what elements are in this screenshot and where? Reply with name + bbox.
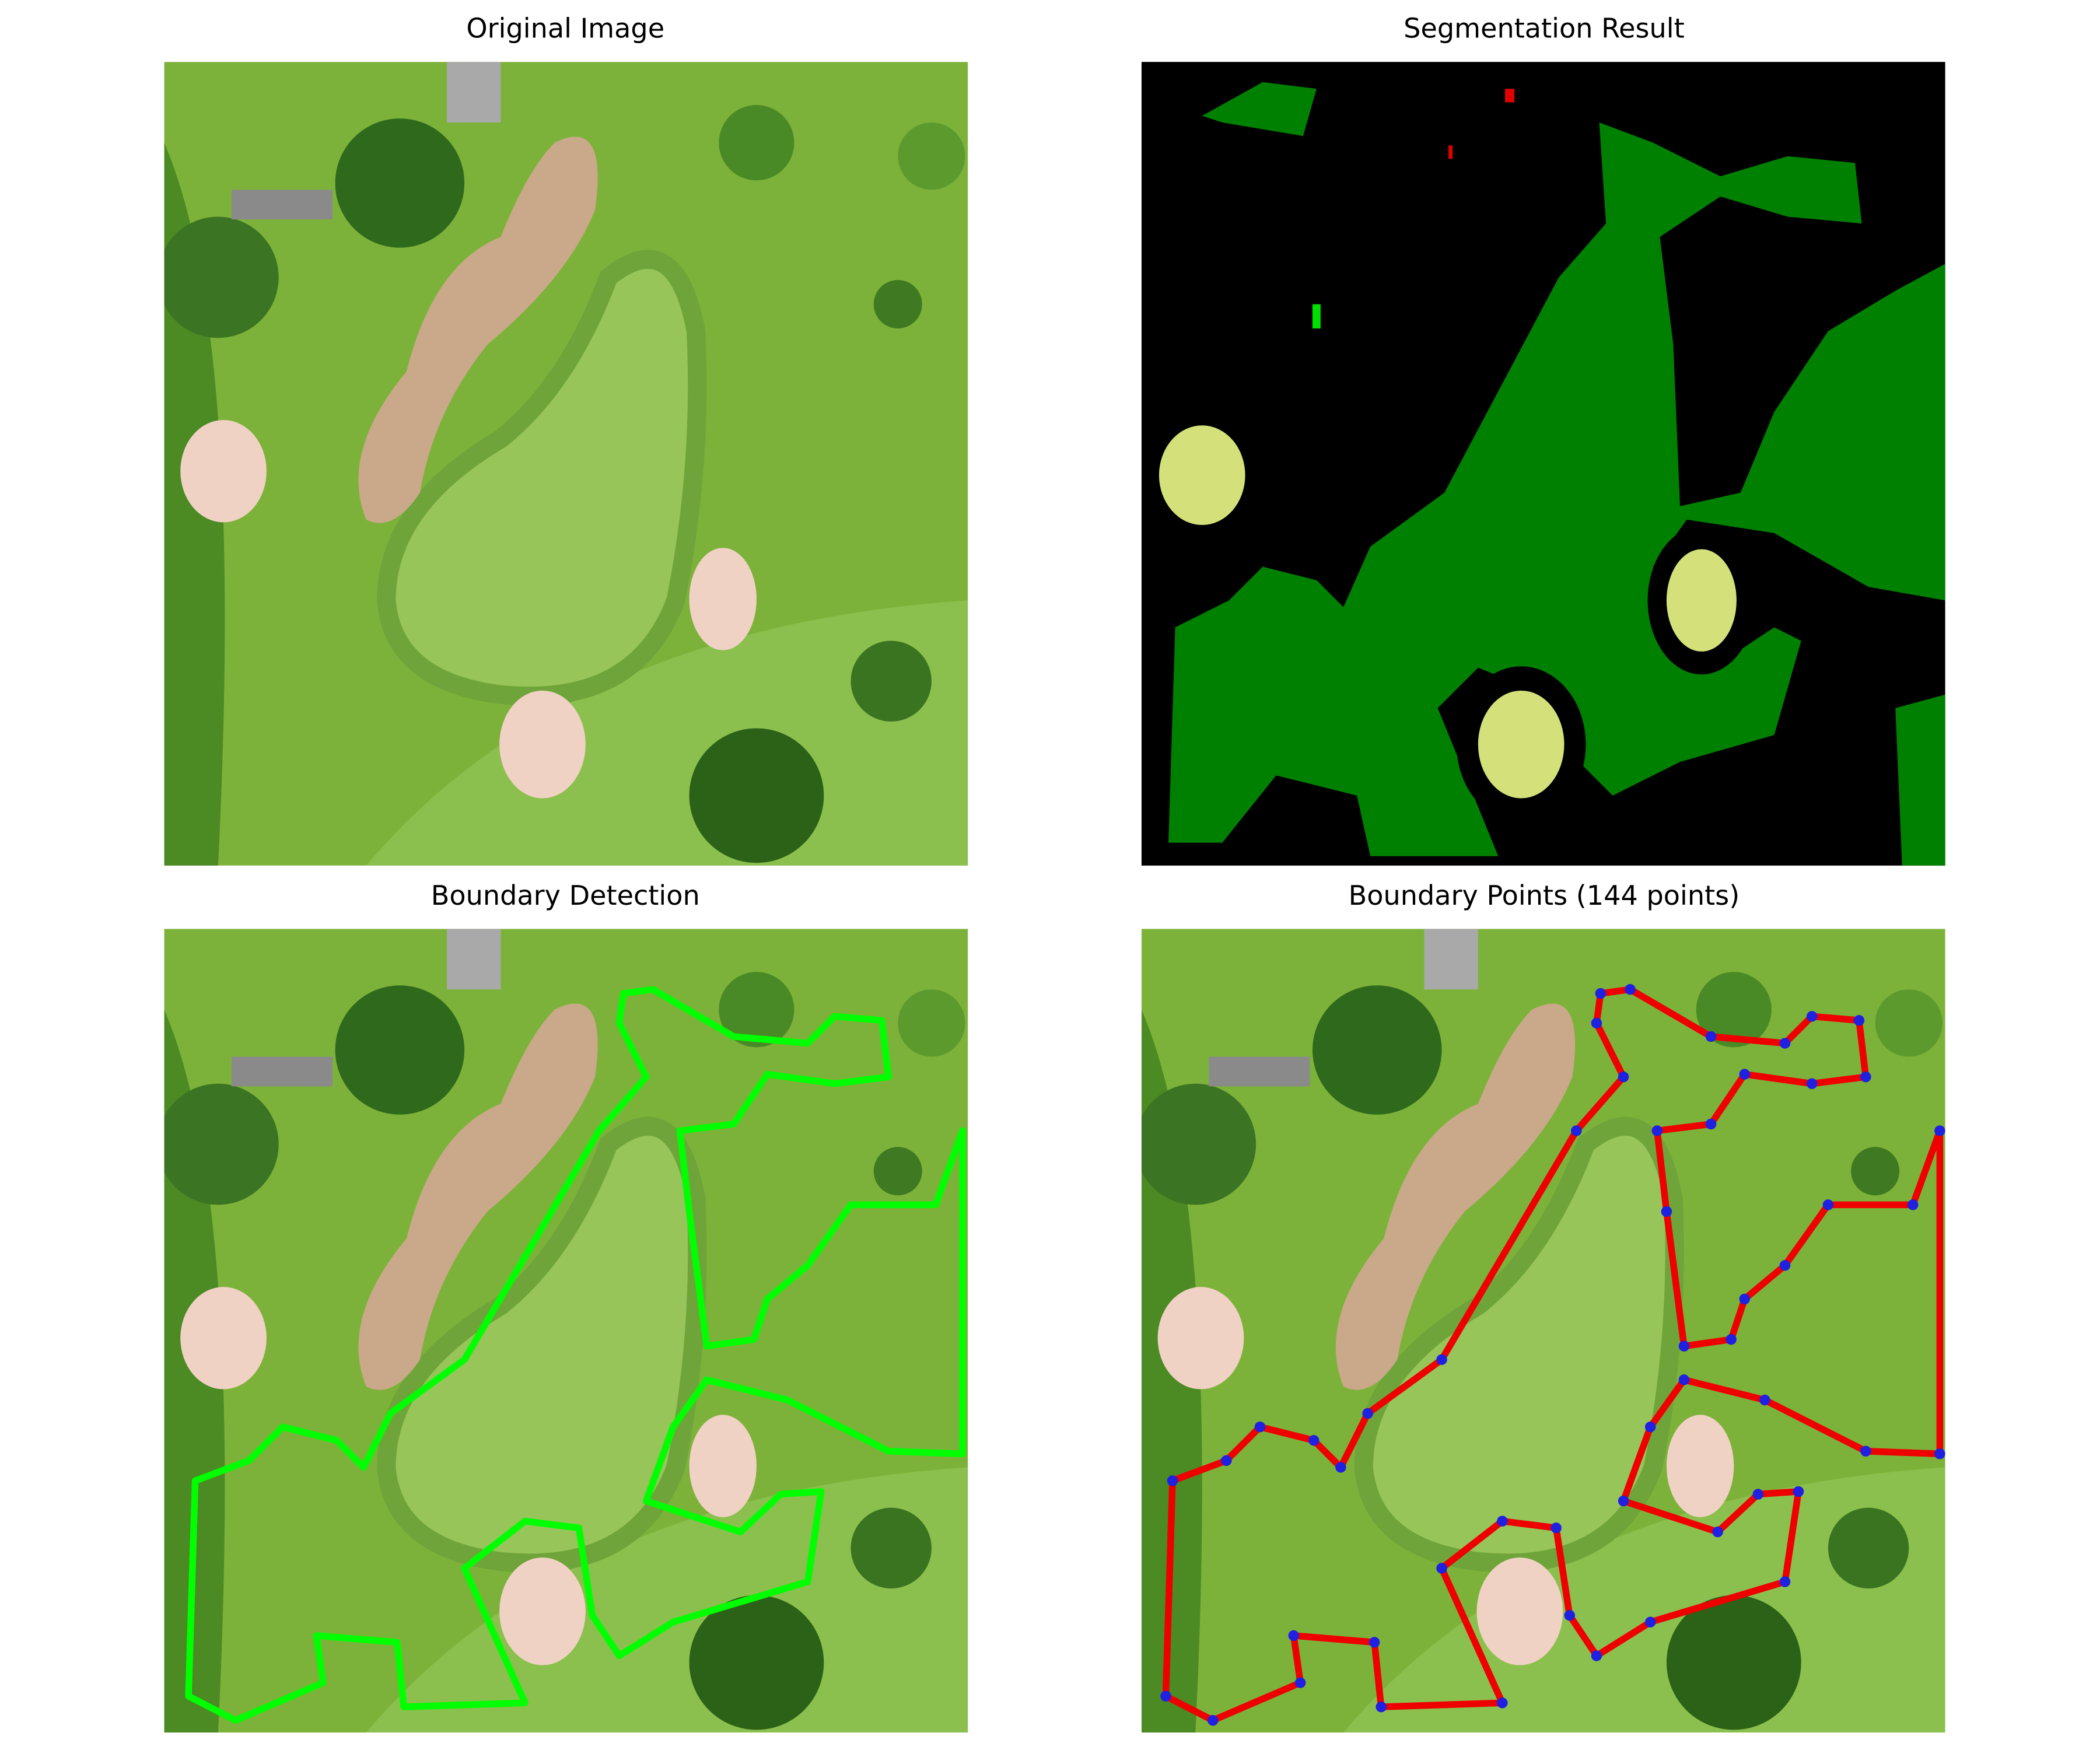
boundary-point (1362, 1408, 1373, 1419)
boundary-point (1853, 1015, 1865, 1026)
points-image (1135, 929, 1945, 1732)
boundary-point (1335, 1462, 1346, 1473)
boundary-point (1221, 1455, 1232, 1466)
boundary-point (1678, 1340, 1690, 1352)
boundary-image (158, 929, 968, 1732)
boundary-point (1822, 1199, 1834, 1210)
boundary-point (1254, 1421, 1266, 1433)
panel-title: Boundary Points (144 points) (1349, 880, 1740, 911)
boundary-point (1208, 1715, 1219, 1726)
boundary-point (1368, 1637, 1380, 1648)
boundary-point (1591, 1650, 1602, 1661)
boundary-point (1651, 1125, 1662, 1136)
boundary-point (1739, 1069, 1750, 1080)
boundary-point (1288, 1630, 1299, 1642)
boundary-point (1908, 1199, 1919, 1210)
boundary-point (1625, 984, 1636, 995)
panel-title: Segmentation Result (1404, 13, 1685, 44)
original-image (158, 62, 968, 866)
boundary-point (1860, 1446, 1871, 1457)
boundary-point (1739, 1293, 1750, 1305)
boundary-point (1806, 1078, 1818, 1089)
segmentation-image (1141, 62, 1945, 866)
boundary-point (1160, 1690, 1171, 1702)
boundary-point (1550, 1522, 1562, 1534)
boundary-point (1806, 1011, 1818, 1022)
boundary-point (1497, 1698, 1508, 1709)
boundary-point (1934, 1448, 1945, 1460)
boundary-point (1678, 1374, 1690, 1385)
boundary-point (1167, 1475, 1178, 1486)
boundary-point (1595, 988, 1606, 999)
boundary-point (1618, 1495, 1629, 1507)
boundary-point (1934, 1125, 1945, 1136)
boundary-point (1645, 1421, 1656, 1433)
boundary-point (1793, 1486, 1804, 1497)
boundary-point (1308, 1435, 1320, 1446)
boundary-point (1591, 1017, 1602, 1029)
boundary-point (1705, 1118, 1717, 1130)
boundary-points (1160, 984, 1945, 1726)
boundary-point (1712, 1526, 1723, 1538)
boundary-point (1618, 1071, 1629, 1083)
boundary-point (1661, 1206, 1672, 1217)
boundary-point (1436, 1563, 1447, 1574)
boundary-point (1645, 1616, 1656, 1628)
panel-title: Boundary Detection (431, 880, 700, 911)
boundary-point (1759, 1394, 1770, 1406)
boundary-point (1779, 1038, 1791, 1049)
boundary-point (1497, 1516, 1508, 1527)
boundary-point (1571, 1125, 1582, 1136)
boundary-point (1295, 1677, 1306, 1688)
boundary-point (1726, 1334, 1737, 1345)
boundary-point (1779, 1260, 1791, 1271)
boundary-point (1860, 1071, 1871, 1083)
boundary-point (1752, 1489, 1764, 1500)
boundary-point (1779, 1576, 1791, 1587)
panel-title: Original Image (466, 13, 664, 44)
boundary-point (1376, 1701, 1387, 1713)
boundary-point (1436, 1354, 1447, 1365)
boundary-point (1705, 1031, 1717, 1042)
boundary-point (1564, 1610, 1575, 1621)
